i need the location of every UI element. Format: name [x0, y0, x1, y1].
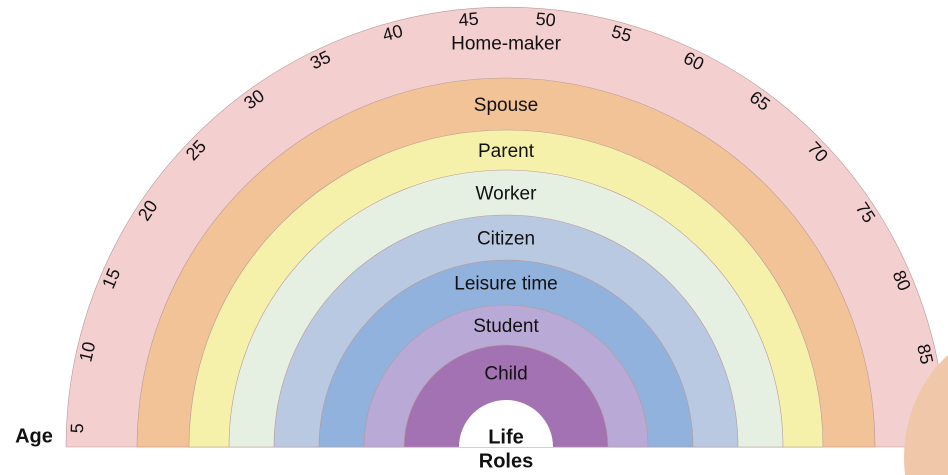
age-label: Age [15, 425, 53, 447]
role-label: Parent [478, 141, 535, 162]
life-career-rainbow: Home-maker Spouse Parent Worker Citizen Leisu… [0, 0, 948, 475]
role-label: Home-maker [451, 34, 561, 55]
age-tick: 45 [458, 9, 480, 31]
age-tick: 50 [535, 9, 557, 31]
center-label: Life [488, 426, 524, 448]
role-label: Child [484, 364, 527, 385]
age-tick: 5 [67, 423, 87, 434]
role-label: Citizen [477, 229, 535, 250]
role-label: Spouse [474, 95, 538, 116]
role-label: Leisure time [454, 274, 558, 295]
age-tick: 85 [913, 342, 937, 366]
role-label: Worker [476, 184, 538, 205]
role-label: Student [473, 316, 539, 337]
center-label: Roles [479, 450, 533, 472]
